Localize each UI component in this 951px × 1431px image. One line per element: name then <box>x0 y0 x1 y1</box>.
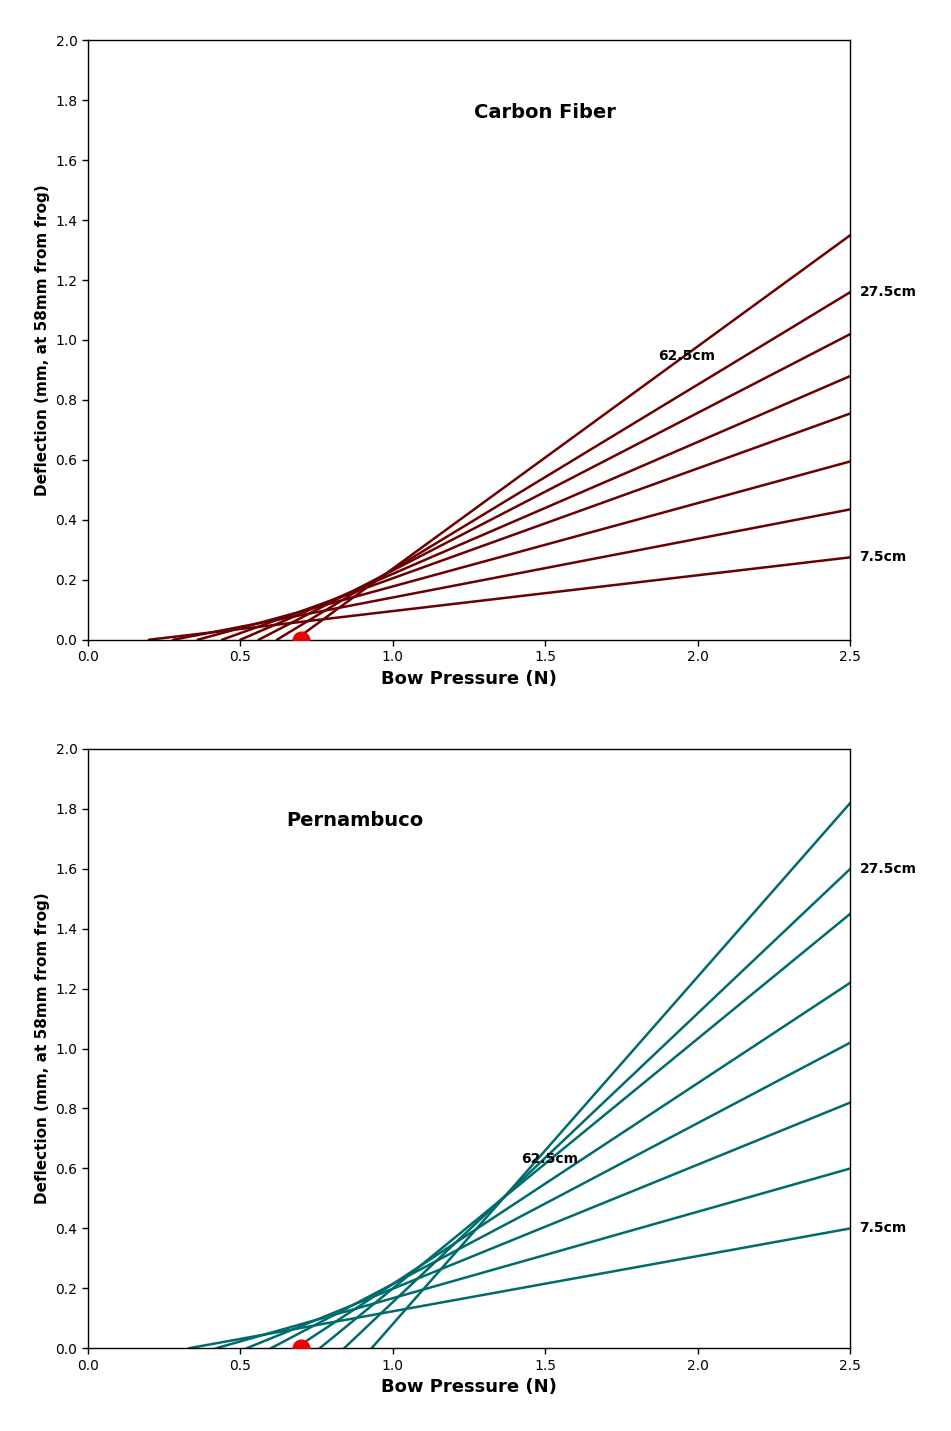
Text: 62.5cm: 62.5cm <box>658 349 715 363</box>
Text: 62.5cm: 62.5cm <box>521 1152 578 1166</box>
Y-axis label: Deflection (mm, at 58mm from frog): Deflection (mm, at 58mm from frog) <box>35 185 49 495</box>
Text: 27.5cm: 27.5cm <box>860 285 917 299</box>
Y-axis label: Deflection (mm, at 58mm from frog): Deflection (mm, at 58mm from frog) <box>35 893 49 1205</box>
X-axis label: Bow Pressure (N): Bow Pressure (N) <box>381 670 557 688</box>
Text: Pernambuco: Pernambuco <box>286 811 423 830</box>
Text: Carbon Fiber: Carbon Fiber <box>475 103 616 122</box>
Text: 27.5cm: 27.5cm <box>860 861 917 876</box>
Text: 7.5cm: 7.5cm <box>860 1222 907 1235</box>
Text: 7.5cm: 7.5cm <box>860 551 907 564</box>
X-axis label: Bow Pressure (N): Bow Pressure (N) <box>381 1378 557 1397</box>
